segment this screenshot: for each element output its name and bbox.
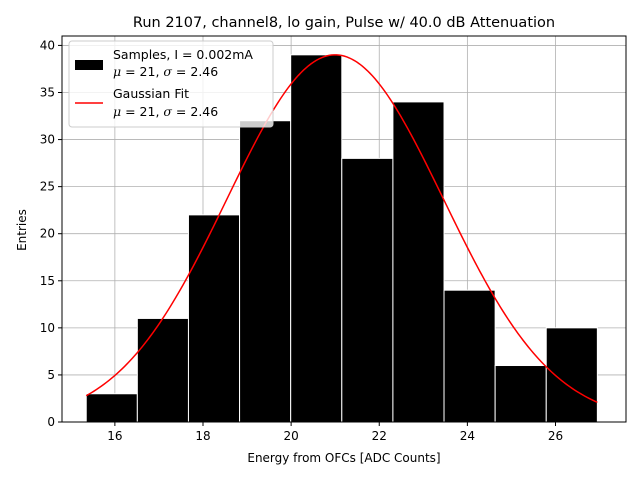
axes-layer: 16 18 20 22 24 26 0 5 10 15 20 25 30 35 40: [40, 35, 627, 443]
histogram-bar: [85, 393, 138, 423]
y-tick-label: 35: [40, 85, 55, 99]
x-tick-label: 22: [372, 429, 387, 443]
chart-title: Run 2107, channel8, lo gain, Pulse w/ 40…: [133, 15, 555, 31]
x-tick-label: 26: [548, 429, 563, 443]
gaussian-fit-curve: [85, 54, 598, 403]
y-tick-label: 25: [40, 180, 55, 194]
legend-frame: [68, 40, 274, 128]
legend-samples-swatch: [75, 60, 103, 70]
legend-fit-mu-value: = 21,: [121, 104, 163, 119]
y-tick-label: 30: [40, 133, 55, 147]
legend-samples-mu-symbol: μ: [113, 64, 121, 79]
grid-layer: [62, 36, 626, 423]
legend-fit-stats: μ = 21, σ = 2.46: [113, 104, 218, 119]
legend-fit-mu-symbol: μ: [113, 104, 121, 119]
histogram-bar: [443, 289, 496, 423]
legend-fit-sigma-symbol: σ: [163, 104, 172, 119]
fit-layer: [85, 54, 598, 403]
y-tick-label: 20: [40, 227, 55, 241]
x-tick-label: 18: [195, 429, 210, 443]
x-tick-label: 24: [460, 429, 475, 443]
legend-fit-sigma-value: = 2.46: [172, 104, 218, 119]
histogram-bar: [187, 214, 241, 423]
y-axis-label: Entries: [15, 209, 29, 251]
plot-frame: [61, 35, 627, 423]
x-axis-label: Energy from OFCs [ADC Counts]: [247, 451, 440, 465]
histogram-bar: [494, 365, 547, 423]
legend-fit-label: Gaussian Fit: [113, 86, 189, 101]
histogram-bar: [341, 157, 394, 423]
histogram-bar: [392, 101, 445, 423]
y-tick-label: 5: [47, 368, 55, 382]
x-tick-label: 16: [107, 429, 122, 443]
legend: Samples, I = 0.002mA μ = 21, σ = 2.46 Ga…: [68, 40, 274, 128]
y-tick-label: 10: [40, 321, 55, 335]
x-tick-label: 20: [283, 429, 298, 443]
histogram-bar: [239, 120, 292, 423]
legend-samples-sigma-value: = 2.46: [172, 64, 218, 79]
legend-samples-sigma-symbol: σ: [163, 64, 172, 79]
legend-samples-stats: μ = 21, σ = 2.46: [113, 64, 218, 79]
y-tick-label: 40: [40, 38, 55, 52]
bars-layer: [85, 54, 598, 423]
histogram-bar: [290, 54, 343, 423]
legend-samples-label: Samples, I = 0.002mA: [113, 47, 253, 62]
y-tick-label: 0: [47, 415, 55, 429]
legend-samples-mu-value: = 21,: [121, 64, 163, 79]
y-tick-label: 15: [40, 274, 55, 288]
histogram-bar: [136, 317, 189, 423]
